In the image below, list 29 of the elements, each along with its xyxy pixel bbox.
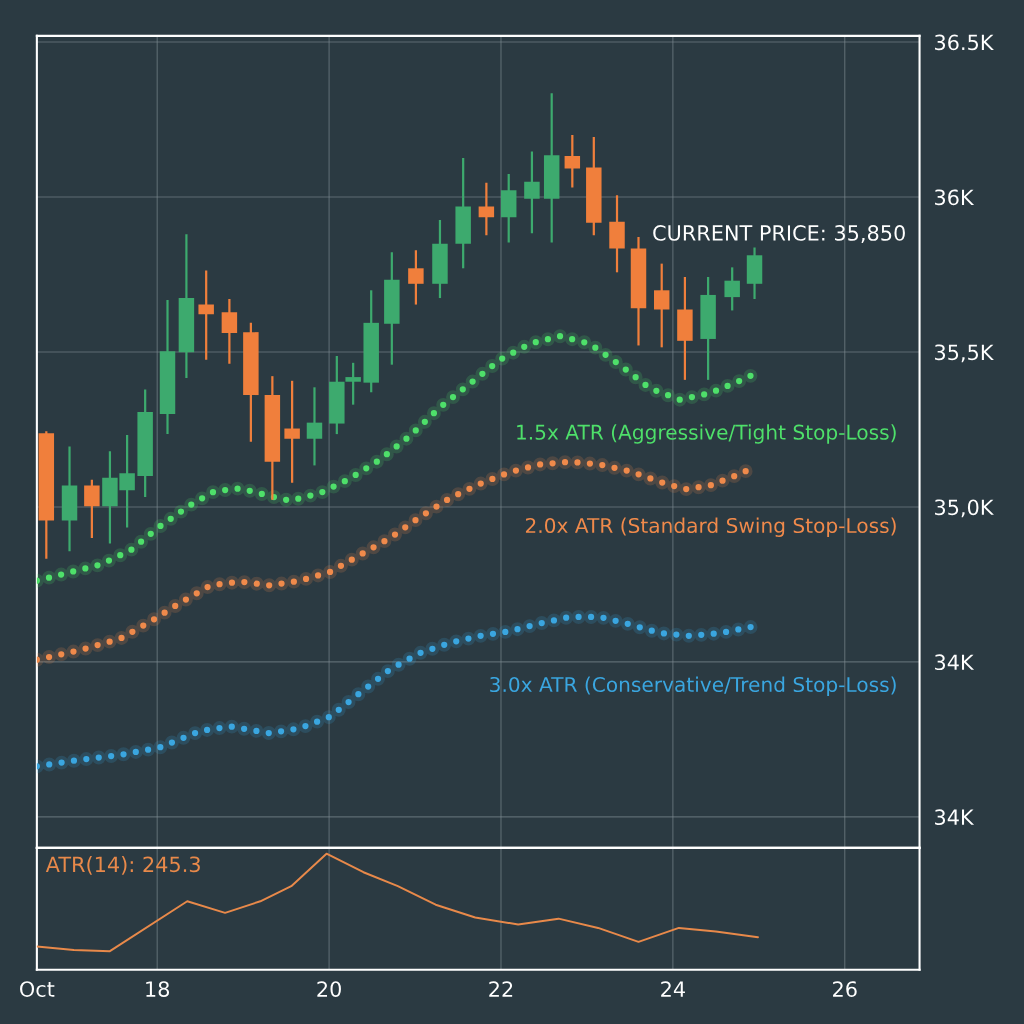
y-tick-label: 36K [935, 189, 975, 206]
candlestick [84, 478, 100, 540]
candlestick [564, 133, 581, 189]
candlestick [724, 266, 740, 312]
candlestick [524, 150, 540, 235]
candlestick [478, 181, 495, 237]
y-tick-label: 34K [935, 809, 975, 826]
candlestick [653, 262, 670, 349]
annotation: CURRENT PRICE: 35,850 [653, 225, 905, 243]
x-tick-label: Oct [20, 981, 55, 997]
candlestick [198, 269, 214, 361]
x-tick-label: 24 [661, 981, 685, 997]
x-tick-label: 18 [146, 981, 170, 997]
y-tick-label: 36.5K [935, 34, 994, 51]
candlestick [306, 386, 323, 467]
x-tick-label: 20 [317, 981, 341, 997]
candlestick [408, 249, 424, 306]
candlestick [345, 361, 361, 406]
text: 3.0x ATR (Conservative/Trend Stop-Loss) [490, 676, 896, 697]
series-label: 1.5x ATR (Aggressive/Tight Stop-Loss) [517, 424, 896, 444]
y-tick-label: 35,0K [935, 499, 994, 518]
y-tick-label: 35,5K [935, 344, 994, 363]
annotation: ATR(14): 245.3 [45, 856, 200, 875]
candlestick [284, 379, 300, 484]
text: 2.0x ATR (Standard Swing Stop-Loss) [525, 517, 896, 538]
candlestick [221, 297, 238, 365]
x-tick-label: 26 [833, 981, 857, 997]
y-tick-label: 34K [935, 654, 975, 671]
x-tick-label: 22 [489, 981, 513, 997]
